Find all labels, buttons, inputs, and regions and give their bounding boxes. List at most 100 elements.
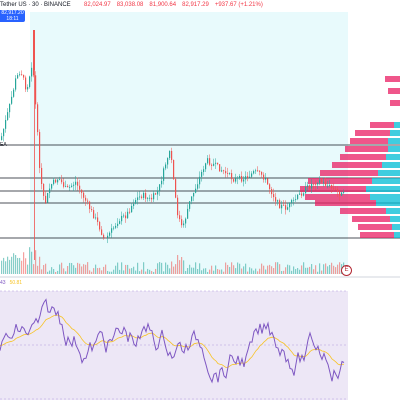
candle-body: [313, 183, 315, 185]
volume-profile: [300, 76, 400, 238]
volume-bar: [205, 268, 207, 274]
candle-body: [293, 199, 295, 201]
volume-bar: [293, 266, 295, 274]
volume-bar: [331, 262, 333, 274]
candle-body: [151, 197, 153, 200]
volume-bar: [145, 271, 147, 274]
volume-bar: [229, 266, 231, 274]
candle-body: [37, 104, 39, 133]
volume-bar: [147, 268, 149, 274]
candle-body: [65, 185, 67, 187]
candle-body: [133, 203, 135, 206]
volume-bar: [95, 264, 97, 274]
volume-bar: [217, 269, 219, 274]
candle-body: [197, 184, 199, 189]
volume-bar: [135, 270, 137, 274]
volume-bar: [183, 260, 185, 274]
rsi-line: [0, 298, 345, 384]
candle-body: [157, 190, 159, 195]
candle-body: [329, 184, 331, 186]
candle-body: [145, 192, 147, 199]
volume-bar: [191, 267, 193, 274]
candle-body: [257, 170, 259, 172]
volume-bar: [235, 268, 237, 274]
ohlc-values: 82,024.97 83,038.08 81,900.64 82,917.29 +937…: [84, 0, 269, 10]
rsi-ma-line: [0, 314, 345, 368]
volume-bar: [13, 253, 15, 274]
volume-bar: [165, 262, 167, 274]
chart-header: Tether US · 30 · BINANCE 82,024.97 83,038…: [0, 0, 400, 10]
volume-bar: [67, 265, 69, 274]
candle-body: [111, 228, 113, 233]
volume-bar: [1, 260, 3, 274]
volume-bar: [187, 268, 189, 274]
volume-bar: [215, 265, 217, 274]
volume-bar: [213, 270, 215, 274]
candle-body: [189, 201, 191, 209]
volume-bar: [257, 271, 259, 274]
volume-profile-row: [308, 178, 372, 184]
candle-body: [219, 164, 221, 172]
volume-bar: [243, 266, 245, 274]
candle-body: [295, 199, 297, 200]
candle-body: [163, 168, 165, 181]
candle-body: [3, 128, 5, 137]
volume-profile-row-buy: [390, 216, 400, 222]
candle-body: [299, 193, 301, 195]
candle-body: [159, 184, 161, 191]
candle-body: [9, 103, 11, 113]
candle-body: [283, 204, 285, 206]
candle-body: [69, 186, 71, 188]
volume-profile-row: [360, 232, 394, 238]
volume-bar: [27, 264, 29, 274]
candle-body: [181, 219, 183, 226]
volume-profile-row-buy: [390, 130, 400, 136]
event-badge[interactable]: E: [341, 265, 352, 276]
candle-body: [297, 194, 299, 200]
candle-body: [339, 191, 341, 196]
candle-body: [51, 184, 53, 189]
volume-bar: [121, 262, 123, 274]
volume-bar: [109, 271, 111, 274]
candle-body: [241, 176, 243, 182]
candle-body: [15, 78, 17, 90]
candle-body: [59, 179, 61, 181]
volume-profile-row-buy: [386, 208, 400, 214]
volume-bar: [53, 269, 55, 274]
volume-bar: [333, 265, 335, 274]
candle-body: [147, 197, 149, 199]
volume-bar: [261, 263, 263, 274]
candle-body: [27, 87, 29, 90]
candle-body: [305, 186, 307, 194]
candle-body: [285, 205, 287, 210]
candle-body: [249, 176, 251, 178]
volume-profile-row: [352, 216, 390, 222]
volume-bar: [107, 270, 109, 274]
candle-body: [41, 167, 43, 185]
volume-bar: [125, 264, 127, 274]
volume-bar: [43, 265, 45, 274]
volume-bar: [291, 270, 293, 274]
candle-body: [155, 193, 157, 195]
candle-body: [303, 193, 305, 196]
volume-bar: [111, 271, 113, 274]
volume-bar: [241, 268, 243, 274]
symbol-title[interactable]: Tether US · 30 · BINANCE: [0, 2, 71, 8]
volume-bar: [105, 264, 107, 274]
volume-bar: [17, 257, 19, 274]
candle-body: [229, 173, 231, 174]
volume-bar: [305, 267, 307, 274]
volume-bar: [57, 270, 59, 274]
candle-body: [25, 77, 27, 90]
candle-body: [263, 174, 265, 180]
candle-body: [107, 235, 109, 238]
volume-bar: [195, 262, 197, 274]
candle-body: [183, 223, 185, 226]
candle-body: [21, 74, 23, 76]
candle-body: [77, 181, 79, 186]
candle-body: [325, 181, 327, 186]
volume-bar: [93, 268, 95, 274]
volume-bar: [15, 255, 17, 274]
rsi-value: 43: [0, 280, 6, 286]
